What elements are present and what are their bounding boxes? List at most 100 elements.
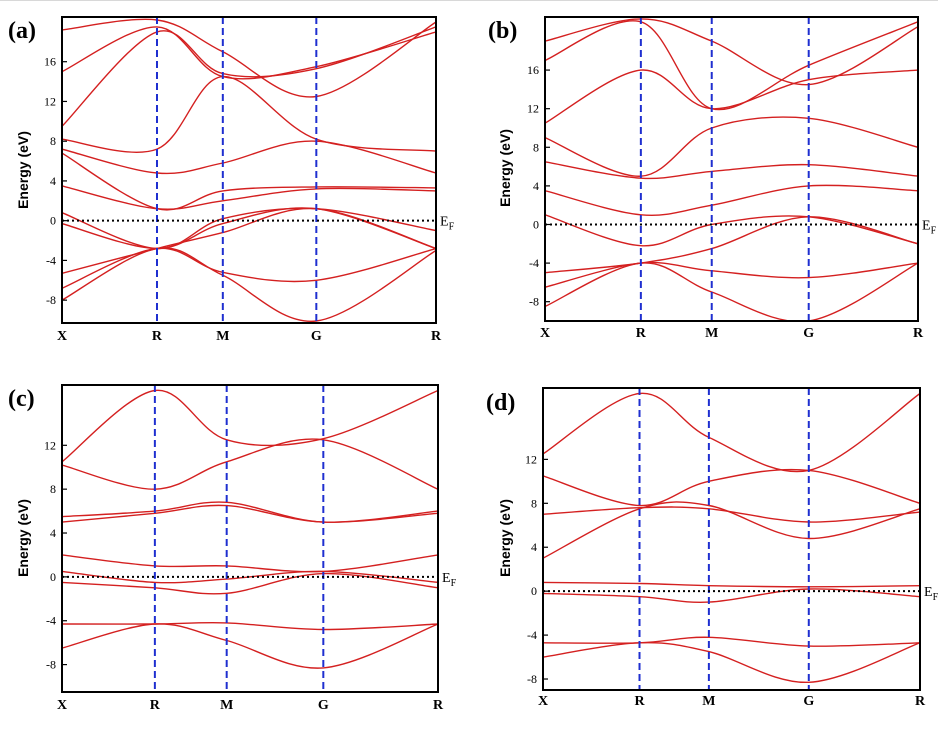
fermi-level-subscript: F [931, 225, 937, 236]
x-tick-label: R [150, 698, 161, 713]
band-line [62, 572, 438, 595]
plot-frame [61, 16, 437, 324]
y-tick-label: -4 [527, 628, 537, 642]
band-line [62, 140, 436, 175]
plot-frame [542, 387, 921, 691]
y-axis-label: Energy (eV) [497, 499, 513, 577]
panel-label: (b) [488, 18, 517, 44]
y-tick-label: 12 [527, 102, 539, 116]
y-tick-label: 12 [44, 438, 56, 452]
x-tick-label: G [803, 326, 814, 341]
band-line [62, 247, 436, 289]
x-tick-label: M [702, 694, 715, 709]
y-tick-label: 4 [531, 540, 537, 554]
x-tick-label: M [216, 329, 229, 344]
plot-area [543, 388, 920, 690]
panel-label: (a) [8, 18, 36, 44]
plot-area [62, 17, 436, 323]
band-line [62, 438, 438, 490]
band-line [62, 207, 436, 250]
band-line [62, 207, 436, 250]
plot-area [545, 17, 918, 321]
x-tick-label: G [318, 698, 329, 713]
panel-label: (d) [486, 390, 515, 416]
y-tick-label: 16 [527, 63, 539, 77]
y-axis-label: Energy (eV) [15, 499, 31, 577]
band-line [62, 26, 436, 80]
panel-c: -8 -4 0 4 8 12 X R M G R (c) Energy (eV) EF [8, 384, 457, 713]
y-tick-label: 8 [533, 140, 539, 154]
top-divider-line [0, 0, 938, 1]
band-line [62, 185, 436, 210]
band-line [545, 216, 918, 274]
y-tick-label: -8 [529, 295, 539, 309]
band-line [543, 501, 920, 559]
y-tick-label: -4 [529, 256, 539, 270]
band-line [543, 588, 920, 604]
panel-a: -8 -4 0 4 8 12 16 X R M G R (a) Energy (eV) EF [8, 16, 455, 344]
y-axis-label: Energy (eV) [15, 131, 31, 209]
x-tick-label: R [913, 326, 924, 341]
y-tick-label: 12 [44, 94, 56, 108]
fermi-level-subscript: F [451, 578, 457, 589]
x-tick-label: G [311, 329, 322, 344]
y-axis-label: Energy (eV) [497, 129, 513, 207]
x-tick-label: R [152, 329, 163, 344]
band-line [62, 623, 438, 669]
plot-frame [544, 16, 919, 322]
band-line [62, 389, 438, 463]
plot-area [62, 385, 438, 692]
band-line [62, 18, 436, 98]
x-tick-label: X [57, 329, 67, 344]
band-line [62, 152, 436, 211]
band-line [543, 581, 920, 588]
fermi-level-label: EF [440, 215, 455, 233]
fermi-level-label: EF [442, 571, 457, 589]
band-line [545, 161, 918, 180]
y-tick-label: -8 [46, 293, 56, 307]
y-tick-label: 8 [50, 482, 56, 496]
y-tick-label: 0 [531, 584, 537, 598]
band-line [62, 554, 438, 573]
band-line [62, 621, 438, 631]
x-tick-label: X [540, 326, 550, 341]
band-line [62, 570, 438, 584]
band-line [543, 641, 920, 684]
band-line [545, 261, 918, 288]
y-tick-label: 0 [50, 214, 56, 228]
panel-label: (c) [8, 386, 35, 412]
x-tick-label: X [57, 698, 67, 713]
band-line [62, 26, 436, 127]
x-tick-label: R [636, 326, 647, 341]
x-tick-label: X [538, 694, 548, 709]
x-tick-label: G [803, 694, 814, 709]
y-tick-label: 4 [50, 526, 56, 540]
band-line [543, 636, 920, 647]
x-tick-label: M [705, 326, 718, 341]
band-line [62, 247, 436, 322]
plot-frame [61, 384, 439, 693]
fermi-level-label: EF [924, 585, 938, 603]
y-tick-label: 16 [44, 55, 56, 69]
band-line [545, 184, 918, 216]
panel-d: -8 -4 0 4 8 12 X R M G R (d) Energy (eV) EF [486, 387, 938, 709]
y-tick-label: -8 [527, 672, 537, 686]
y-tick-label: 0 [533, 217, 539, 231]
x-tick-label: R [431, 329, 442, 344]
band-line [62, 75, 436, 153]
x-tick-label: R [433, 698, 444, 713]
x-tick-label: M [220, 698, 233, 713]
y-tick-label: 0 [50, 570, 56, 584]
band-line [543, 468, 920, 507]
y-tick-label: -4 [46, 614, 56, 628]
panel-b: -8 -4 0 4 8 12 16 X R M G R (b) Energy (eV) EF [488, 16, 937, 341]
y-tick-label: 4 [533, 179, 539, 193]
band-line [62, 501, 438, 523]
y-tick-label: -4 [46, 253, 56, 267]
x-tick-label: R [915, 694, 926, 709]
fermi-level-label: EF [922, 218, 937, 236]
y-tick-label: -8 [46, 658, 56, 672]
band-line [545, 116, 918, 177]
fermi-level-subscript: F [449, 222, 455, 233]
